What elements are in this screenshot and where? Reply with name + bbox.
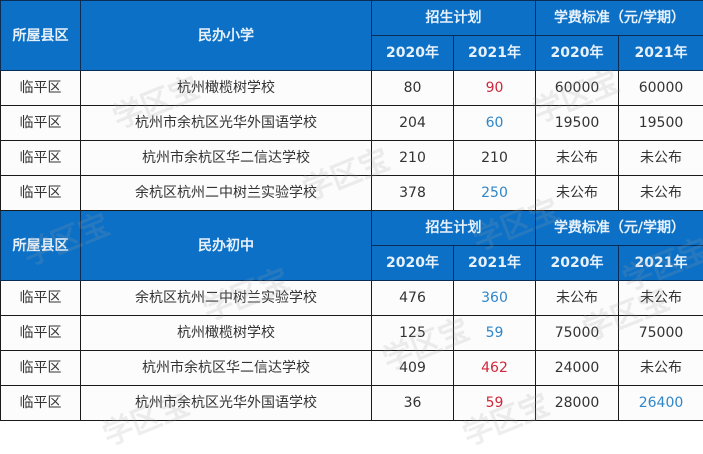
table-row: 临平区 杭州市余杭区光华外国语学校 36 59 28000 26400	[1, 386, 703, 421]
year-header: 2021年	[619, 36, 703, 71]
enrollment-plan-header: 招生计划	[372, 211, 536, 246]
plan-2020-cell: 210	[372, 141, 454, 176]
fee-2020-cell: 60000	[536, 71, 619, 106]
fee-2021-cell: 未公布	[619, 176, 703, 211]
fee-2021-cell: 19500	[619, 106, 703, 141]
enrollment-plan-header: 招生计划	[372, 1, 536, 36]
fee-2020-cell: 24000	[536, 351, 619, 386]
plan-2021-cell: 59	[454, 316, 536, 351]
district-header: 所屋县区	[1, 211, 81, 281]
school-cell: 余杭区杭州二中树兰实验学校	[81, 176, 372, 211]
fee-2021-cell: 未公布	[619, 351, 703, 386]
district-cell: 临平区	[1, 316, 81, 351]
table-row: 临平区 杭州市余杭区华二信达学校 210 210 未公布 未公布	[1, 141, 703, 176]
school-cell: 杭州橄榄树学校	[81, 71, 372, 106]
fee-2021-cell: 未公布	[619, 141, 703, 176]
school-cell: 杭州市余杭区华二信达学校	[81, 141, 372, 176]
plan-2020-cell: 378	[372, 176, 454, 211]
plan-2021-cell: 59	[454, 386, 536, 421]
year-header: 2021年	[619, 246, 703, 281]
plan-2020-cell: 476	[372, 281, 454, 316]
plan-2020-cell: 125	[372, 316, 454, 351]
district-cell: 临平区	[1, 351, 81, 386]
table-row: 临平区 杭州橄榄树学校 125 59 75000 75000	[1, 316, 703, 351]
plan-2021-cell: 90	[454, 71, 536, 106]
fee-2021-cell: 未公布	[619, 281, 703, 316]
table-row: 临平区 余杭区杭州二中树兰实验学校 476 360 未公布 未公布	[1, 281, 703, 316]
section-2-header-row-1: 所屋县区 民办初中 招生计划 学费标准（元/学期）	[1, 211, 703, 246]
table-row: 临平区 杭州市余杭区华二信达学校 409 462 24000 未公布	[1, 351, 703, 386]
plan-2021-cell: 462	[454, 351, 536, 386]
plan-2020-cell: 36	[372, 386, 454, 421]
year-header: 2021年	[454, 36, 536, 71]
plan-2021-cell: 60	[454, 106, 536, 141]
school-cell: 杭州市余杭区华二信达学校	[81, 351, 372, 386]
school-cell: 余杭区杭州二中树兰实验学校	[81, 281, 372, 316]
table-row: 临平区 杭州橄榄树学校 80 90 60000 60000	[1, 71, 703, 106]
plan-2020-cell: 409	[372, 351, 454, 386]
school-cell: 杭州市余杭区光华外国语学校	[81, 386, 372, 421]
section-1-header-row-1: 所屋县区 民办小学 招生计划 学费标准（元/学期）	[1, 1, 703, 36]
tuition-header: 学费标准（元/学期）	[536, 211, 703, 246]
district-cell: 临平区	[1, 281, 81, 316]
year-header: 2020年	[536, 36, 619, 71]
school-cell: 杭州橄榄树学校	[81, 316, 372, 351]
table-row: 临平区 杭州市余杭区光华外国语学校 204 60 19500 19500	[1, 106, 703, 141]
fee-2020-cell: 75000	[536, 316, 619, 351]
year-header: 2020年	[536, 246, 619, 281]
fee-2021-cell: 75000	[619, 316, 703, 351]
school-type-header: 民办小学	[81, 1, 372, 71]
fee-2020-cell: 未公布	[536, 141, 619, 176]
district-cell: 临平区	[1, 386, 81, 421]
district-cell: 临平区	[1, 141, 81, 176]
fee-2020-cell: 未公布	[536, 176, 619, 211]
plan-2020-cell: 204	[372, 106, 454, 141]
year-header: 2021年	[454, 246, 536, 281]
school-enrollment-table: 所屋县区 民办小学 招生计划 学费标准（元/学期） 2020年 2021年 20…	[0, 0, 703, 421]
fee-2020-cell: 28000	[536, 386, 619, 421]
fee-2021-cell: 26400	[619, 386, 703, 421]
fee-2021-cell: 60000	[619, 71, 703, 106]
district-cell: 临平区	[1, 106, 81, 141]
table-row: 临平区 余杭区杭州二中树兰实验学校 378 250 未公布 未公布	[1, 176, 703, 211]
year-header: 2020年	[372, 246, 454, 281]
tuition-header: 学费标准（元/学期）	[536, 1, 703, 36]
district-cell: 临平区	[1, 71, 81, 106]
school-cell: 杭州市余杭区光华外国语学校	[81, 106, 372, 141]
plan-2020-cell: 80	[372, 71, 454, 106]
plan-2021-cell: 210	[454, 141, 536, 176]
plan-2021-cell: 250	[454, 176, 536, 211]
year-header: 2020年	[372, 36, 454, 71]
school-type-header: 民办初中	[81, 211, 372, 281]
fee-2020-cell: 19500	[536, 106, 619, 141]
district-cell: 临平区	[1, 176, 81, 211]
district-header: 所屋县区	[1, 1, 81, 71]
plan-2021-cell: 360	[454, 281, 536, 316]
fee-2020-cell: 未公布	[536, 281, 619, 316]
